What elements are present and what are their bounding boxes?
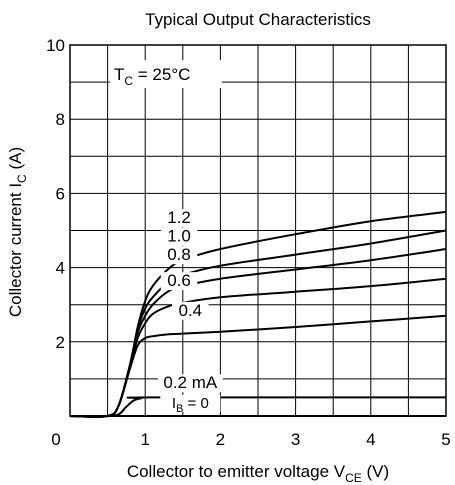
curve-label-0: 1.2: [167, 208, 191, 227]
x-tick-label: 3: [291, 430, 300, 449]
y-tick-label: 8: [56, 110, 65, 129]
x-tick-label: 2: [216, 430, 225, 449]
curve-label-6: IB = 0: [172, 395, 209, 415]
curve-label-bg: [160, 246, 198, 265]
curve-label-3: 0.6: [167, 271, 191, 290]
curve-label-bg: [160, 394, 221, 412]
x-tick-label: 0: [51, 430, 60, 449]
curve-label-bg: [157, 374, 223, 393]
condition-label-bg: [110, 60, 222, 88]
x-tick-label: 1: [140, 430, 149, 449]
y-tick-label: 2: [56, 333, 65, 352]
y-axis-label: Collector current IC (A): [6, 147, 29, 317]
x-tick-label: 5: [441, 430, 450, 449]
x-axis-label: Collector to emitter voltage VCE (V): [127, 462, 389, 485]
y-tick-label: 4: [56, 259, 65, 278]
curve-label-bg: [160, 209, 198, 228]
y-tick-label: 10: [46, 36, 65, 55]
curve-label-bg: [160, 227, 198, 246]
curve-labels: 1.21.00.8 0.6 0.4 0.2 mA IB = 0: [157, 208, 223, 415]
x-tick-label: 4: [366, 430, 375, 449]
curve-label-5: 0.2 mA: [163, 373, 218, 392]
curve-label-bg: [172, 301, 209, 320]
curve-label-2: 0.8: [167, 245, 191, 264]
x-tick-labels: 0 1 2 3 4 5: [51, 430, 450, 449]
chart-title: Typical Output Characteristics: [145, 10, 371, 29]
curve-label-4: 0.4: [178, 301, 202, 320]
plot-frame: [69, 44, 447, 417]
y-tick-labels: 2 4 6 8 10: [46, 36, 65, 352]
y-tick-label: 6: [56, 184, 65, 203]
series-line-4: [69, 314, 447, 418]
grid: [70, 45, 446, 416]
curve-label-bg: [160, 272, 198, 291]
condition-label: TC = 25°C: [114, 65, 190, 88]
curve-label-1: 1.0: [167, 227, 191, 246]
